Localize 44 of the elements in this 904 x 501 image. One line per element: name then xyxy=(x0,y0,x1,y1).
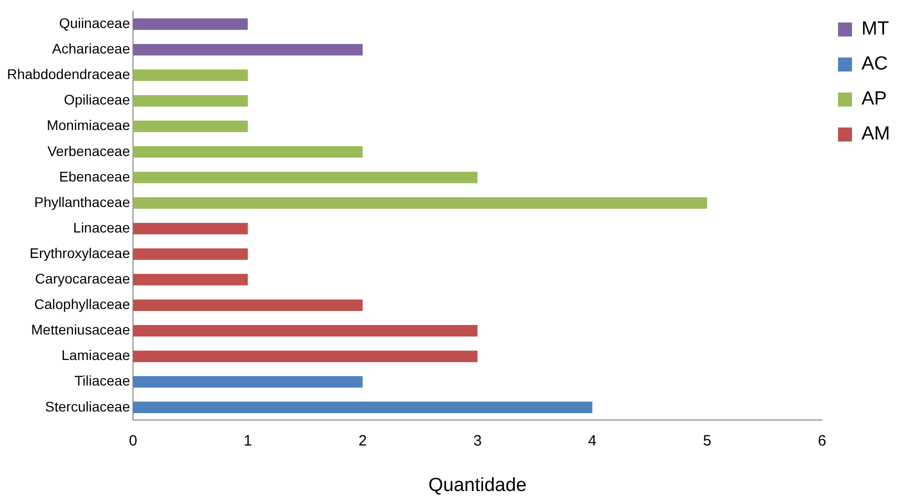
y-tick-label: Rhabdodendraceae xyxy=(6,66,130,82)
bar xyxy=(132,120,248,132)
legend-label: AP xyxy=(862,88,887,110)
y-tick-label: Verbenaceae xyxy=(47,142,130,159)
x-tick-label: 0 xyxy=(128,432,138,450)
bar xyxy=(132,146,363,158)
bar xyxy=(132,376,363,388)
y-tick-label: Ebenaceae xyxy=(59,168,130,184)
bar xyxy=(132,95,248,107)
x-tick-label: 2 xyxy=(358,432,367,450)
bar xyxy=(132,44,363,56)
bar xyxy=(132,222,248,234)
x-axis-title: Quantidade xyxy=(428,474,527,496)
bar xyxy=(132,172,478,184)
bar xyxy=(132,299,363,311)
x-tick-label: 1 xyxy=(244,432,252,450)
x-tick-label: 4 xyxy=(588,432,597,450)
y-tick-label: Lamiaceae xyxy=(61,347,130,364)
bar xyxy=(132,197,708,209)
y-tick-label: Sterculiaceae xyxy=(45,398,130,414)
legend-label: AC xyxy=(862,54,888,75)
y-tick-label: Quiinaceae xyxy=(59,15,130,32)
y-tick-label: Metteniusaceae xyxy=(31,322,130,338)
x-tick-label: 6 xyxy=(818,432,826,450)
y-tick-label: Tiliaceae xyxy=(74,372,130,389)
bar xyxy=(132,402,592,414)
x-tick-label: 5 xyxy=(702,432,712,450)
bar xyxy=(132,248,248,260)
bar xyxy=(132,350,478,362)
legend-label: MT xyxy=(862,18,890,40)
bar xyxy=(132,274,248,286)
legend-label: AM xyxy=(862,124,890,145)
y-tick-label: Caryocaraceae xyxy=(35,270,130,287)
y-tick-label: Linaceae xyxy=(73,219,130,236)
bar xyxy=(132,18,248,30)
y-tick-label: Erythroxylaceae xyxy=(30,244,130,261)
y-tick-label: Calophyllaceae xyxy=(34,296,130,312)
bar xyxy=(132,325,478,337)
y-tick-label: Opiliaceae xyxy=(64,92,130,108)
bar xyxy=(132,70,248,82)
y-tick-label: Achariaceae xyxy=(52,40,130,57)
y-tick-label: Monimiaceae xyxy=(46,117,130,134)
y-tick-label: Phyllanthaceae xyxy=(34,194,130,210)
x-tick-label: 3 xyxy=(473,432,482,450)
